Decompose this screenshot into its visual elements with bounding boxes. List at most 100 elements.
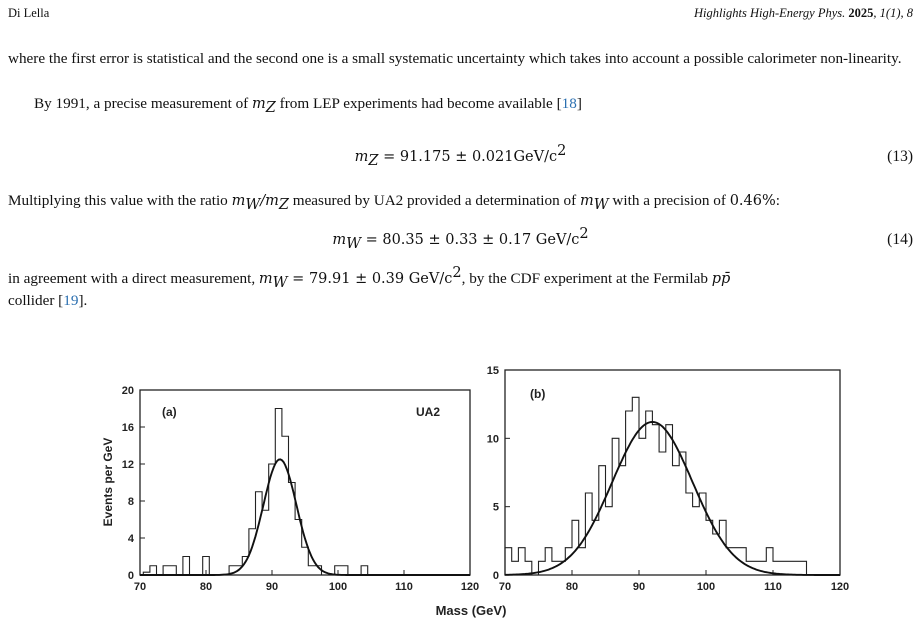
panel-b-bin-18 bbox=[626, 411, 633, 575]
panel-b-ytick-0: 0 bbox=[493, 570, 499, 582]
panel-b-bin-33 bbox=[726, 548, 733, 575]
panel-b-bin-34 bbox=[733, 548, 740, 575]
panel-b-xtick-100: 100 bbox=[697, 581, 715, 593]
running-header-journal: Highlights High-Energy Phys. 2025, 1(1),… bbox=[694, 6, 913, 21]
panel-b-bin-30 bbox=[706, 520, 713, 575]
panel-b-bin-24 bbox=[666, 425, 673, 575]
panel-a-bin-1 bbox=[150, 566, 157, 575]
panel-b-bin-43 bbox=[793, 561, 800, 575]
panel-b-bin-15 bbox=[606, 507, 613, 575]
paragraph-lep: By 1991, a precise measurement of mZ fro… bbox=[8, 93, 913, 115]
panel-b-bin-2 bbox=[518, 548, 525, 575]
panel-b-label: (b) bbox=[530, 387, 545, 401]
panel-b-bin-28 bbox=[693, 507, 700, 575]
panel-a: (a) UA2 70 80 90 100 110 120 0 4 8 12 16 20 bbox=[122, 385, 479, 593]
ratio-sub-w: W bbox=[245, 197, 261, 214]
paragraph-cdf: in agreement with a direct measurement, … bbox=[8, 264, 913, 311]
panel-a-bin-24 bbox=[302, 547, 309, 575]
ratio-mid: /m bbox=[260, 193, 279, 209]
panel-a-xtick-100: 100 bbox=[329, 581, 347, 593]
panel-b-bin-26 bbox=[679, 452, 686, 575]
panel-a-bin-3 bbox=[163, 566, 170, 575]
mw-direct-value: = 79.91 ± 0.39 GeV/c bbox=[287, 271, 453, 287]
panel-a-bin-26 bbox=[315, 566, 322, 575]
panel-b-bin-7 bbox=[552, 561, 559, 575]
precision-value: 0.46% bbox=[729, 193, 776, 209]
panel-a-ytick-4: 4 bbox=[128, 533, 135, 545]
panel-b-xtick-70: 70 bbox=[499, 581, 511, 593]
figure-ylabel: Events per GeV bbox=[101, 438, 115, 527]
ppbar-symbol: pp̄ bbox=[711, 271, 731, 287]
panel-a-bin-22 bbox=[289, 483, 296, 576]
mw-direct-subscript: W bbox=[272, 275, 288, 292]
panel-a-bin-0 bbox=[143, 572, 150, 575]
panel-a-bin-20 bbox=[275, 409, 282, 576]
panel-a-bin-21 bbox=[282, 436, 289, 575]
eq14-lhs-sub: W bbox=[346, 236, 361, 253]
panel-a-bin-33 bbox=[361, 566, 368, 575]
panel-b-ytick-10: 10 bbox=[487, 433, 499, 445]
para3-post: with a precision of bbox=[608, 192, 730, 209]
citation-link-19[interactable]: 19 bbox=[63, 292, 79, 309]
panel-b-bin-21 bbox=[646, 411, 653, 575]
panel-b: (b) 70 80 90 100 110 120 0 5 10 15 bbox=[487, 365, 849, 593]
panel-b-bin-23 bbox=[659, 452, 666, 575]
journal-volume: , 1(1), 8 bbox=[873, 6, 913, 20]
paragraph-ratio: Multiplying this value with the ratio mW… bbox=[8, 190, 913, 212]
journal-year: 2025 bbox=[848, 6, 874, 20]
panel-b-bin-1 bbox=[512, 561, 519, 575]
panel-b-bin-27 bbox=[686, 493, 693, 575]
equation-13-number: (13) bbox=[887, 148, 913, 165]
panel-a-bin-17 bbox=[256, 492, 263, 575]
panel-b-bin-8 bbox=[559, 561, 566, 575]
panel-a-bin-9 bbox=[203, 557, 210, 576]
eq14-rhs: = 80.35 ± 0.33 ± 0.17 GeV/c bbox=[360, 232, 580, 248]
eq13-lhs: m bbox=[354, 149, 369, 165]
panel-a-bin-25 bbox=[308, 566, 315, 575]
panel-b-bin-9 bbox=[565, 548, 572, 575]
para4-post: ]. bbox=[78, 292, 88, 309]
figure-xlabel: Mass (GeV) bbox=[436, 603, 507, 618]
para2-post: ] bbox=[576, 95, 582, 112]
panel-a-bin-4 bbox=[170, 566, 177, 575]
panel-a-tag: UA2 bbox=[416, 405, 440, 419]
panel-b-ytick-5: 5 bbox=[493, 502, 499, 514]
panel-b-bin-25 bbox=[673, 466, 680, 575]
panel-a-bin-13 bbox=[229, 566, 236, 575]
panel-a-bin-15 bbox=[242, 557, 249, 576]
mw-subscript: W bbox=[593, 197, 609, 214]
panel-a-xtick-120: 120 bbox=[461, 581, 479, 593]
panel-b-bin-17 bbox=[619, 466, 626, 575]
panel-b-bin-38 bbox=[760, 561, 767, 575]
panel-b-bin-10 bbox=[572, 520, 579, 575]
panel-a-ytick-0: 0 bbox=[128, 570, 134, 582]
citation-link-18[interactable]: 18 bbox=[561, 95, 577, 112]
para3-pre: Multiplying this value with the ratio bbox=[8, 192, 232, 209]
panel-b-xtick-90: 90 bbox=[633, 581, 645, 593]
panel-b-bin-37 bbox=[753, 561, 760, 575]
running-header-author: Di Lella bbox=[8, 6, 50, 20]
panel-b-bin-20 bbox=[639, 438, 646, 575]
panel-a-bin-29 bbox=[335, 566, 342, 575]
eq13-sup: 2 bbox=[557, 142, 567, 159]
mw-direct-sup: 2 bbox=[452, 264, 462, 281]
panel-b-xtick-120: 120 bbox=[831, 581, 849, 593]
panel-a-bin-6 bbox=[183, 557, 190, 576]
para4-line2: collider [ bbox=[8, 292, 64, 309]
panel-a-ytick-16: 16 bbox=[122, 422, 134, 434]
panel-b-bin-3 bbox=[525, 561, 532, 575]
panel-b-bin-40 bbox=[773, 561, 780, 575]
equation-14-number: (14) bbox=[887, 231, 913, 248]
panel-a-xtick-70: 70 bbox=[134, 581, 146, 593]
panel-a-ytick-20: 20 bbox=[122, 385, 134, 397]
mw-direct-symbol: m bbox=[258, 271, 273, 287]
mz-symbol: m bbox=[252, 96, 266, 112]
equation-14-body: mW = 80.35 ± 0.33 ± 0.17 GeV/c2 bbox=[8, 227, 913, 253]
panel-b-bin-14 bbox=[599, 466, 606, 575]
para2-mid: from LEP experiments had become availabl… bbox=[275, 95, 562, 112]
panel-b-bin-5 bbox=[539, 561, 546, 575]
paragraph-systematic: where the first error is statistical and… bbox=[8, 50, 902, 67]
panel-a-xtick-90: 90 bbox=[266, 581, 278, 593]
eq13-rhs: = 91.175 ± 0.021GeV/c bbox=[378, 149, 558, 165]
panel-b-bin-44 bbox=[800, 561, 807, 575]
